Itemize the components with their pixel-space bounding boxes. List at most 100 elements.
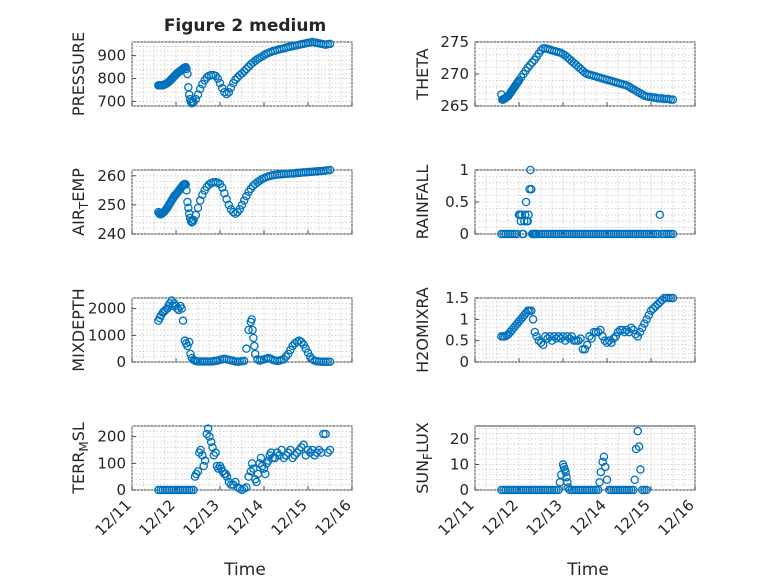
data-point bbox=[279, 453, 289, 463]
data-point bbox=[231, 209, 240, 218]
data-point bbox=[249, 464, 258, 473]
y-tick-label: 240 bbox=[97, 225, 126, 243]
data-point bbox=[598, 457, 607, 467]
subplot-h2omixra: 0 0.5 1 1.5 H2OMIXRA bbox=[413, 287, 696, 373]
data-point bbox=[220, 189, 229, 198]
x-tick-label: 12/14 bbox=[567, 496, 610, 539]
y-tick-label: 100 bbox=[97, 454, 126, 472]
data-point bbox=[560, 336, 570, 345]
data-point bbox=[600, 462, 610, 472]
y-tick-label: 20 bbox=[450, 430, 469, 448]
subplot-terr-msl: 0 100 200 12/11 12/12 12/13 12/14 12/15 12/16 TER… bbox=[69, 422, 355, 539]
data-point bbox=[242, 191, 251, 201]
x-tick-label: 12/11 bbox=[435, 496, 478, 539]
data-point bbox=[527, 306, 536, 316]
data-point bbox=[563, 478, 572, 487]
data-point bbox=[250, 341, 259, 351]
data-point bbox=[239, 67, 249, 76]
scatter-series bbox=[497, 426, 651, 495]
data-point bbox=[534, 336, 544, 345]
y-axis-label: PRESSURE bbox=[69, 32, 88, 116]
data-point bbox=[178, 316, 188, 325]
y-tick-label: 0 bbox=[459, 353, 469, 371]
data-point bbox=[523, 216, 533, 226]
data-point bbox=[633, 332, 643, 341]
data-point bbox=[527, 184, 536, 194]
data-point bbox=[595, 478, 604, 487]
data-point bbox=[520, 216, 529, 226]
data-point bbox=[547, 336, 557, 345]
data-point bbox=[655, 298, 665, 307]
y-tick-label: 275 bbox=[440, 33, 469, 51]
y-axis-label: THETA bbox=[413, 48, 432, 100]
y-tick-label: 1 bbox=[459, 310, 469, 328]
data-point bbox=[574, 336, 583, 345]
data-point bbox=[244, 325, 253, 335]
scatter-series bbox=[154, 37, 335, 108]
x-tick-label: 12/13 bbox=[180, 496, 223, 539]
x-tick-label: 12/13 bbox=[523, 496, 566, 539]
data-point bbox=[205, 432, 214, 441]
data-point bbox=[249, 333, 258, 343]
y-tick-label: 250 bbox=[97, 196, 126, 214]
data-point bbox=[299, 440, 308, 449]
data-point bbox=[290, 451, 300, 460]
y-tick-label: 10 bbox=[450, 455, 469, 473]
data-point bbox=[655, 210, 665, 220]
subplot-pressure: 700 800 900 PRESSURE bbox=[69, 32, 353, 116]
data-point bbox=[231, 75, 240, 84]
data-point bbox=[270, 453, 280, 463]
data-point bbox=[215, 78, 225, 88]
data-point bbox=[528, 315, 538, 324]
data-point bbox=[631, 330, 640, 339]
y-tick-label: 800 bbox=[97, 70, 126, 88]
data-point bbox=[602, 475, 612, 485]
data-point bbox=[266, 448, 276, 457]
data-point bbox=[239, 356, 249, 366]
data-point bbox=[561, 467, 570, 477]
data-point bbox=[325, 445, 335, 455]
data-point bbox=[195, 84, 205, 94]
y-tick-label: 1000 bbox=[88, 326, 126, 344]
data-point bbox=[294, 445, 304, 455]
data-point bbox=[242, 344, 251, 353]
y-tick-label: 260 bbox=[97, 167, 126, 185]
subplot-air-temp: 240 250 260 AIRTEMP bbox=[69, 165, 353, 243]
data-point bbox=[554, 332, 563, 341]
data-point bbox=[222, 472, 232, 481]
data-point bbox=[250, 349, 260, 359]
y-axis-label: AIRTEMP bbox=[69, 168, 91, 236]
data-point bbox=[200, 456, 210, 465]
data-point bbox=[582, 340, 592, 350]
data-point bbox=[323, 448, 333, 457]
data-point bbox=[524, 210, 533, 220]
data-point bbox=[602, 338, 612, 348]
data-point bbox=[177, 304, 186, 313]
x-tick-label: 12/16 bbox=[312, 496, 355, 539]
data-point bbox=[532, 332, 541, 341]
data-point bbox=[183, 341, 192, 351]
data-point bbox=[193, 90, 203, 99]
y-axis-label: TERRMSL bbox=[69, 422, 91, 495]
data-point bbox=[314, 445, 324, 455]
subplot-theta: 265 270 275 THETA bbox=[413, 33, 696, 115]
data-point bbox=[189, 485, 198, 495]
data-point bbox=[224, 88, 234, 97]
subplot-rainfall: 0 0.5 1 RAINFALL bbox=[413, 161, 696, 243]
x-tick-label: 12/15 bbox=[611, 496, 654, 539]
data-point bbox=[206, 437, 216, 447]
data-point bbox=[620, 327, 629, 337]
data-point bbox=[519, 229, 528, 239]
data-point bbox=[237, 69, 247, 78]
data-point bbox=[213, 74, 223, 83]
y-axis-label: SUNFLUX bbox=[413, 422, 435, 494]
data-point bbox=[279, 355, 289, 364]
data-point bbox=[644, 310, 654, 320]
data-point bbox=[239, 196, 249, 205]
data-point bbox=[599, 452, 609, 461]
data-point bbox=[596, 467, 606, 477]
data-point bbox=[541, 332, 550, 341]
data-point bbox=[292, 448, 302, 457]
data-point bbox=[189, 215, 198, 225]
